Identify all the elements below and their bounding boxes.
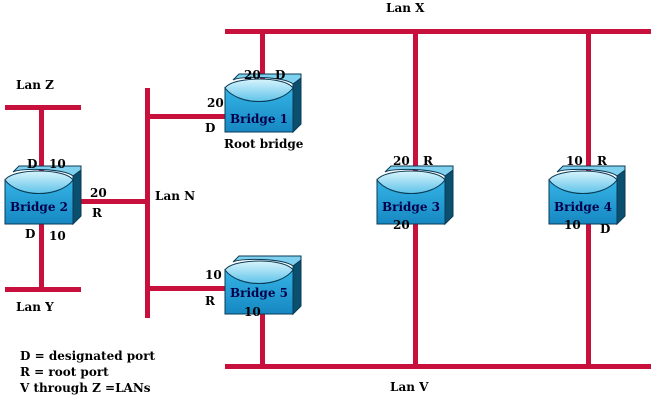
b4-top-cost: 10 <box>566 154 583 168</box>
b1-top-role: D <box>275 68 285 82</box>
b2-right-cost: 20 <box>90 186 107 200</box>
b1-left-role: D <box>205 121 215 135</box>
bridge-3-label: Bridge 3 <box>382 200 440 214</box>
b5-bottom-cost: 10 <box>244 305 261 319</box>
b3-bottom-cost: 20 <box>393 218 410 232</box>
b5-left-cost: 10 <box>205 268 222 282</box>
lan-x-bus <box>225 29 651 34</box>
link-b2-lanz <box>39 108 44 183</box>
lan-v-label: Lan V <box>390 380 429 394</box>
b2-bottom-role: D <box>25 227 35 241</box>
link-b5-lanv <box>260 300 265 367</box>
bridge-5-label: Bridge 5 <box>230 286 288 300</box>
bridge-4-icon <box>548 165 626 226</box>
b4-bottom-cost: 10 <box>564 218 581 232</box>
b2-bottom-cost: 10 <box>49 229 66 243</box>
lan-v-bus <box>225 364 651 369</box>
link-b4-lanx <box>586 32 591 182</box>
link-b3-lanx <box>413 32 418 182</box>
bridge-5-icon <box>224 255 302 316</box>
b3-top-cost: 20 <box>393 154 410 168</box>
legend-line-designated: D = designated port <box>20 349 156 363</box>
b4-bottom-role: D <box>600 222 610 236</box>
b1-top-cost: 20 <box>244 68 261 82</box>
link-b2-lann <box>78 199 148 204</box>
lan-z-bus <box>5 105 81 110</box>
b2-top-role: D <box>27 157 37 171</box>
root-bridge-label: Root bridge <box>224 137 304 151</box>
legend-line-lans: V through Z =LANs <box>20 381 151 395</box>
bridge-3-icon <box>376 165 454 226</box>
legend: D = designated port R = root port V thro… <box>20 348 155 396</box>
link-b1-lann <box>148 114 228 119</box>
lan-x-label: Lan X <box>386 1 425 15</box>
b2-top-cost: 10 <box>49 157 66 171</box>
bridge-1-icon <box>224 73 302 134</box>
link-b2-lany <box>39 213 44 290</box>
lan-y-label: Lan Y <box>16 300 54 314</box>
b3-top-role: R <box>423 154 434 168</box>
b2-right-role: R <box>92 206 103 220</box>
bridge-2-icon <box>4 165 82 226</box>
b5-left-role: R <box>205 294 216 308</box>
legend-line-root: R = root port <box>20 365 109 379</box>
bridge-2-label: Bridge 2 <box>10 200 68 214</box>
bridge-links <box>39 32 591 367</box>
link-b1-lanx <box>260 32 265 102</box>
b4-top-role: R <box>597 154 608 168</box>
link-b5-lann <box>148 286 228 291</box>
lan-z-label: Lan Z <box>16 78 54 92</box>
link-b4-lanv <box>586 212 591 367</box>
b1-left-cost: 20 <box>207 96 224 110</box>
lan-n-label: Lan N <box>155 189 195 203</box>
bridge-1-label: Bridge 1 <box>230 112 288 126</box>
link-b3-lanv <box>413 212 418 367</box>
bridge-4-label: Bridge 4 <box>554 200 612 214</box>
